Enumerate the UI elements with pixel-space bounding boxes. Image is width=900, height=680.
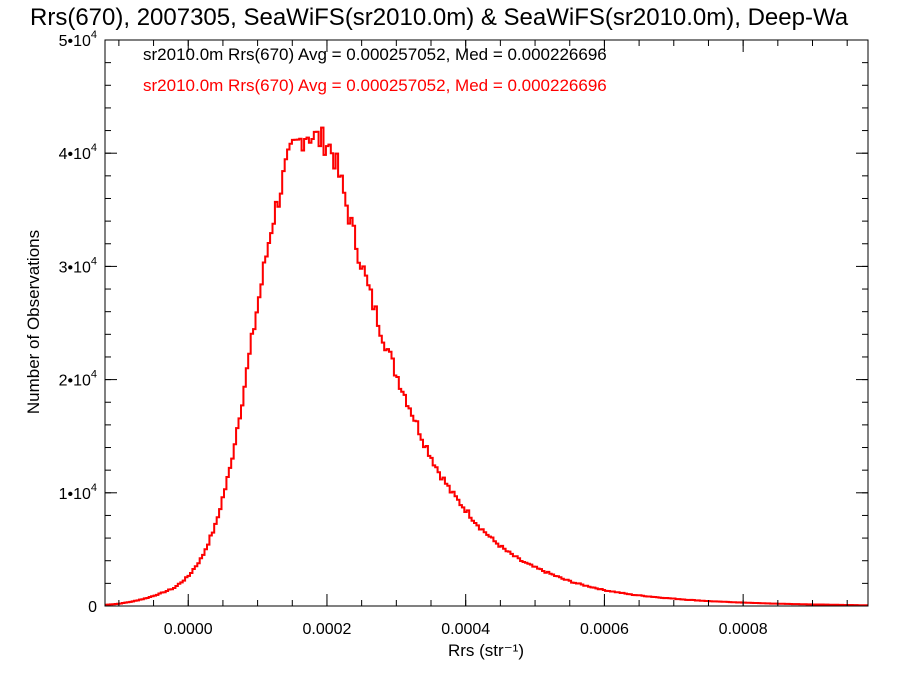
x-tick-label: 0.0004 [441,621,490,638]
x-tick-label: 0.0002 [302,621,351,638]
y-tick-label: 2•104 [59,369,97,390]
chart-title: Rrs(670), 2007305, SeaWiFS(sr2010.0m) & … [30,4,849,31]
stats-annotation-black: sr2010.0m Rrs(670) Avg = 0.000257052, Me… [143,45,607,64]
x-axis-label: Rrs (str⁻¹) [448,641,524,660]
histogram-series-2 [105,126,868,607]
y-tick-label: 1•104 [59,482,97,503]
y-tick-label: 3•104 [59,255,97,276]
plot-area [105,126,868,607]
x-tick-label: 0.0000 [164,621,213,638]
y-axis: 0 1•104 2•104 3•104 4•104 5•104 [59,29,868,616]
y-tick-label: 4•104 [59,142,97,163]
x-tick-label: 0.0006 [580,621,629,638]
stats-annotation-red: sr2010.0m Rrs(670) Avg = 0.000257052, Me… [143,76,607,95]
plot-frame [104,39,869,607]
x-tick-label: 0.0008 [719,621,768,638]
y-tick-label: 0 [88,599,97,616]
y-axis-label: Number of Observations [24,230,43,414]
y-tick-label: 5•104 [59,29,97,50]
x-axis: 0.0000 0.0002 0.0004 0.0006 0.0008 [118,40,848,638]
